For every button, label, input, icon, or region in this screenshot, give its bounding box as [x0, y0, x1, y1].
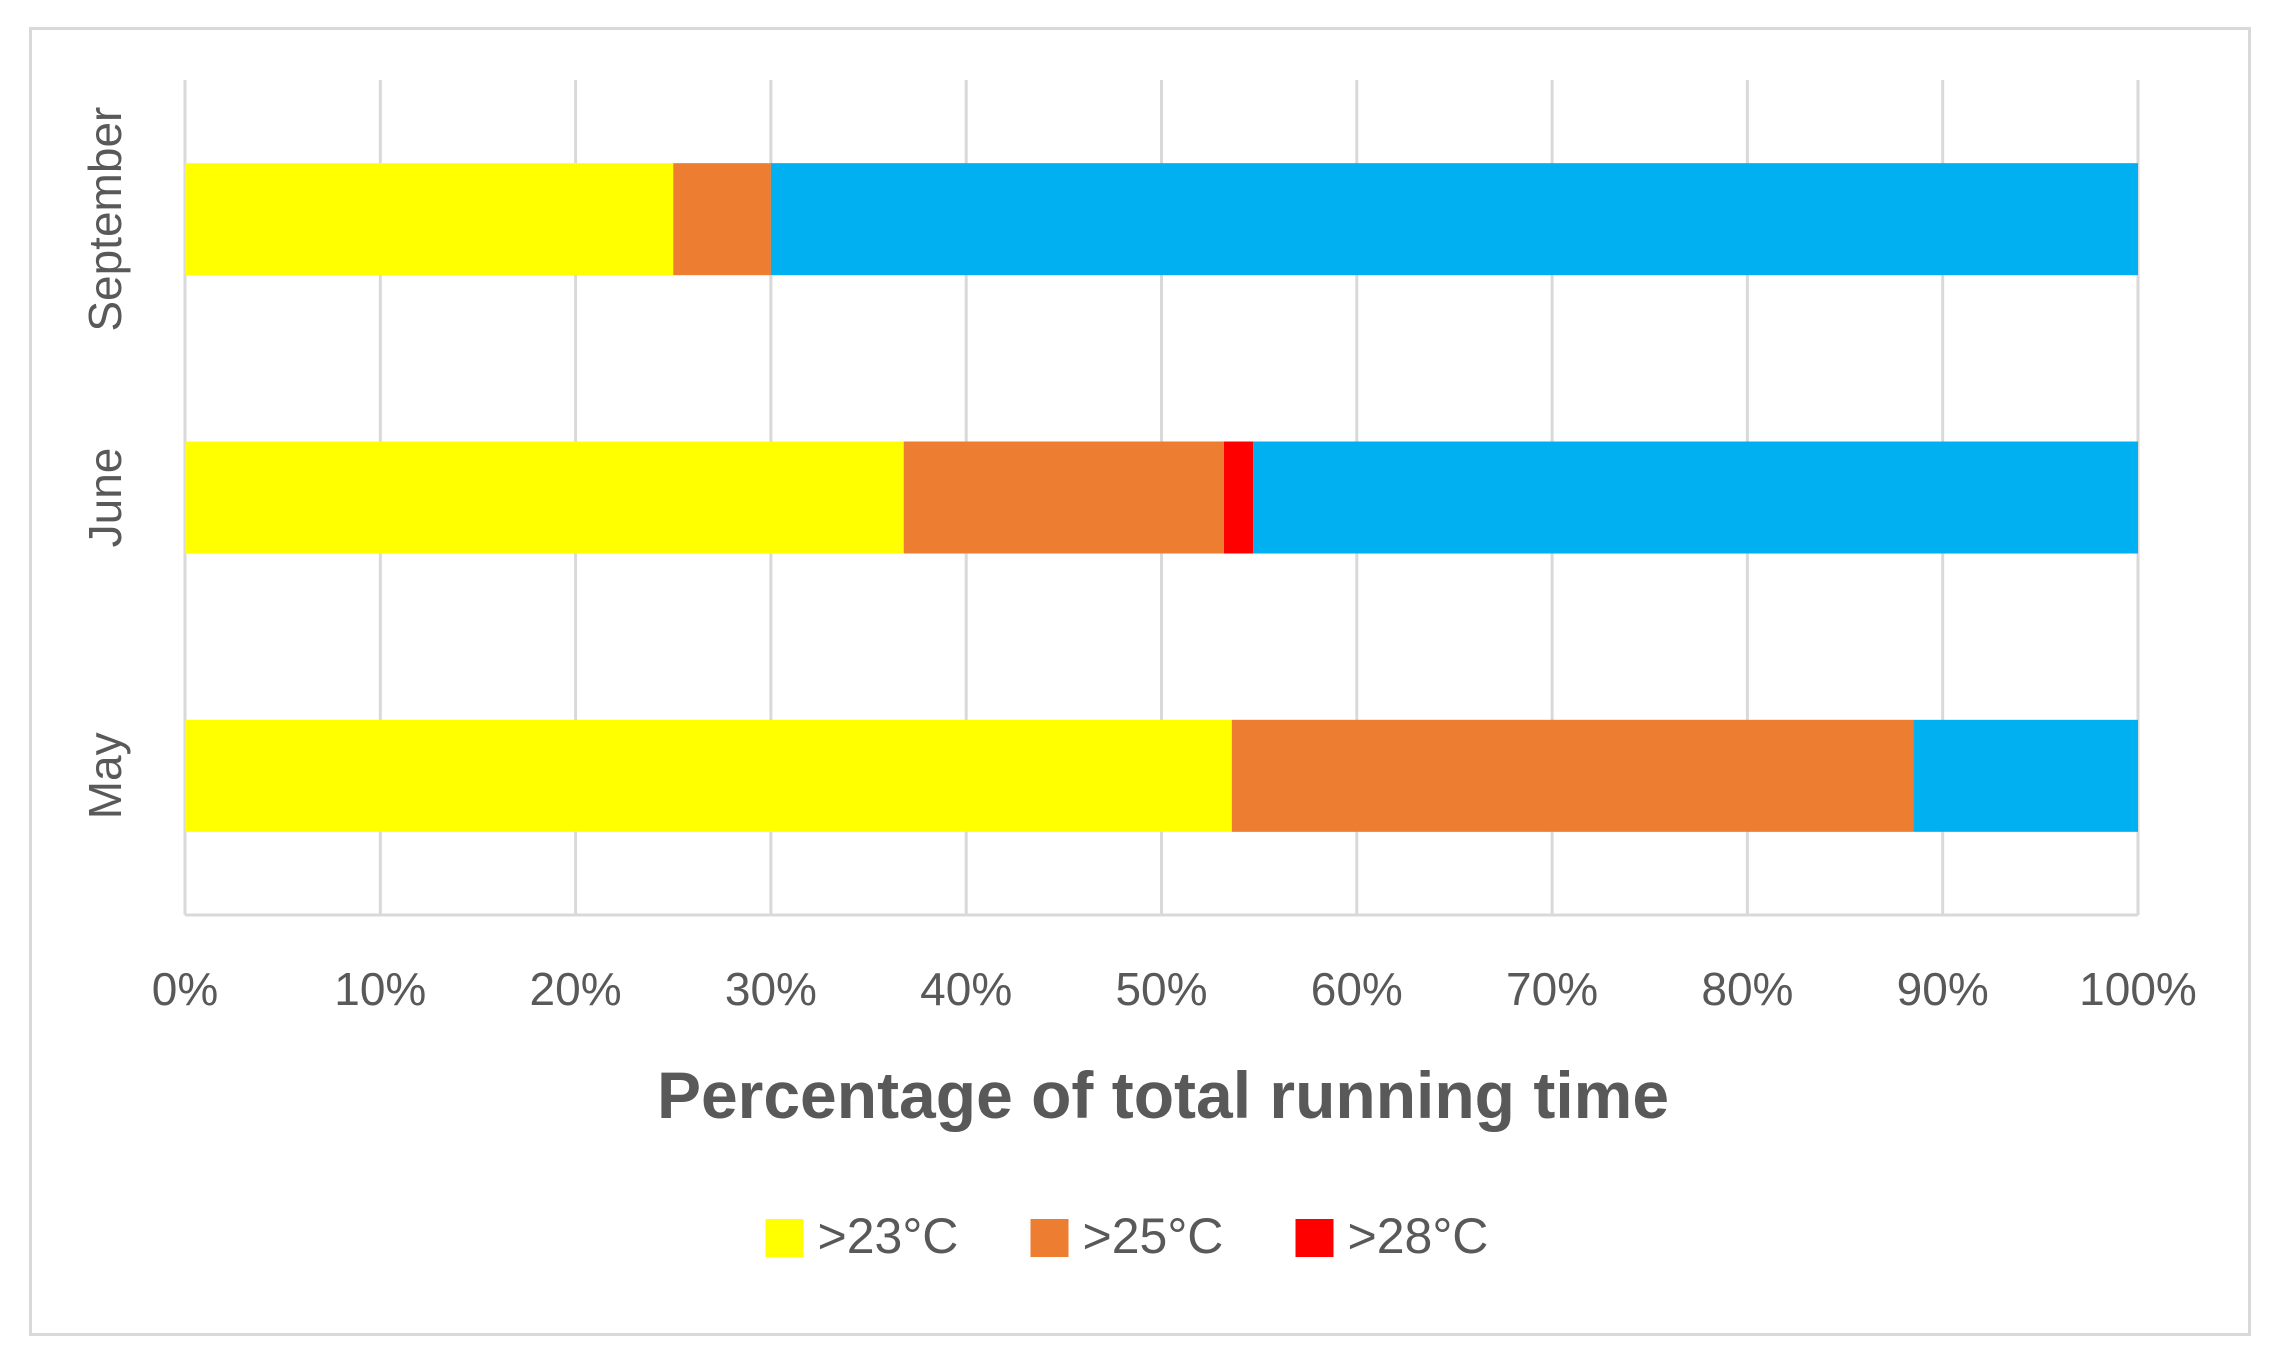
x-tick-labels: 0% 10% 20% 30% 40% 50% 60% 70% 80% 90% 100%: [152, 963, 2197, 1015]
legend-swatch: [1295, 1219, 1334, 1257]
bar-segment-june-3: [1253, 441, 2138, 554]
x-axis-title: Percentage of total running time: [657, 1058, 1669, 1132]
bar-segment-september-1: [673, 163, 771, 276]
x-tick-label: 20%: [530, 963, 622, 1015]
legend-swatch: [1030, 1219, 1069, 1257]
category-labels: May June September: [79, 107, 131, 820]
bar-segment-june-1: [903, 441, 1224, 554]
x-tick-label: 30%: [725, 963, 817, 1015]
legend-swatch: [765, 1219, 804, 1257]
bar-segment-september-3: [770, 163, 2138, 276]
x-tick-label: 50%: [1115, 963, 1207, 1015]
category-label-june: June: [79, 448, 131, 548]
x-tick-label: 0%: [152, 963, 218, 1015]
legend-label: >23°C: [818, 1208, 959, 1264]
x-tick-label: 80%: [1701, 963, 1793, 1015]
x-tick-label: 100%: [2079, 963, 2197, 1015]
bar-segment-june-0: [185, 441, 904, 554]
bar-segment-may-3: [1913, 719, 2138, 832]
bar-segment-may-1: [1231, 719, 1914, 832]
bars: [185, 163, 2138, 832]
x-tick-label: 60%: [1311, 963, 1403, 1015]
x-tick-label: 70%: [1506, 963, 1598, 1015]
bar-segment-june-2: [1223, 441, 1254, 554]
category-label-may: May: [79, 732, 131, 819]
category-label-september: September: [79, 107, 131, 332]
x-tick-label: 10%: [334, 963, 426, 1015]
legend-label: >28°C: [1348, 1208, 1489, 1264]
bar-segment-may-0: [185, 719, 1232, 832]
bar-segment-september-0: [185, 163, 674, 276]
legend: >23°C >25°C >28°C: [765, 1208, 1489, 1264]
x-tick-label: 90%: [1897, 963, 1989, 1015]
x-tick-label: 40%: [920, 963, 1012, 1015]
legend-label: >25°C: [1083, 1208, 1224, 1264]
